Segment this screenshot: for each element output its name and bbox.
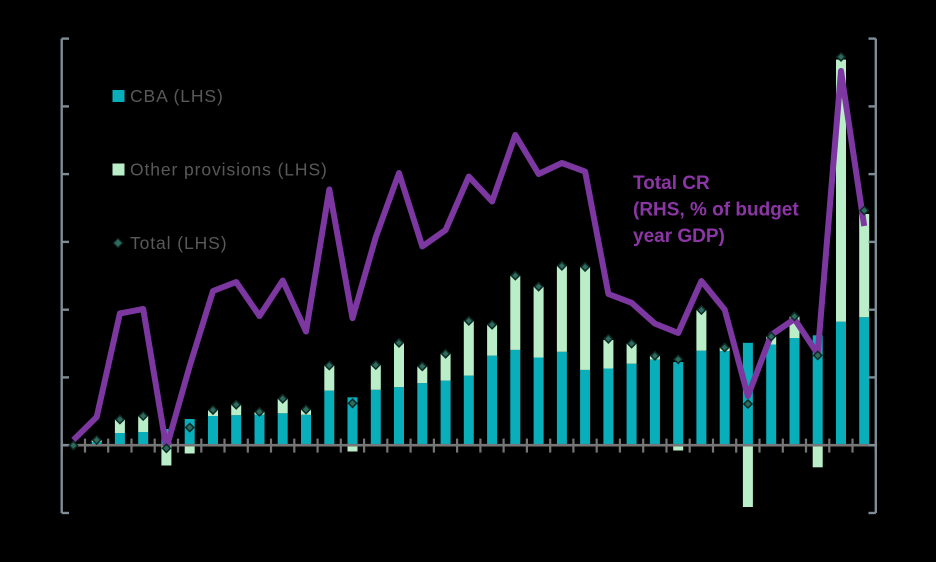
svg-text:Other provisions (LHS): Other provisions (LHS) xyxy=(130,160,328,180)
svg-text:Total (LHS): Total (LHS) xyxy=(130,233,227,253)
svg-text:Total CR: Total CR xyxy=(633,173,710,194)
svg-text:year GDP): year GDP) xyxy=(633,226,725,247)
svg-text:CBA (LHS): CBA (LHS) xyxy=(130,86,224,106)
svg-text:(RHS, % of budget: (RHS, % of budget xyxy=(633,200,799,221)
